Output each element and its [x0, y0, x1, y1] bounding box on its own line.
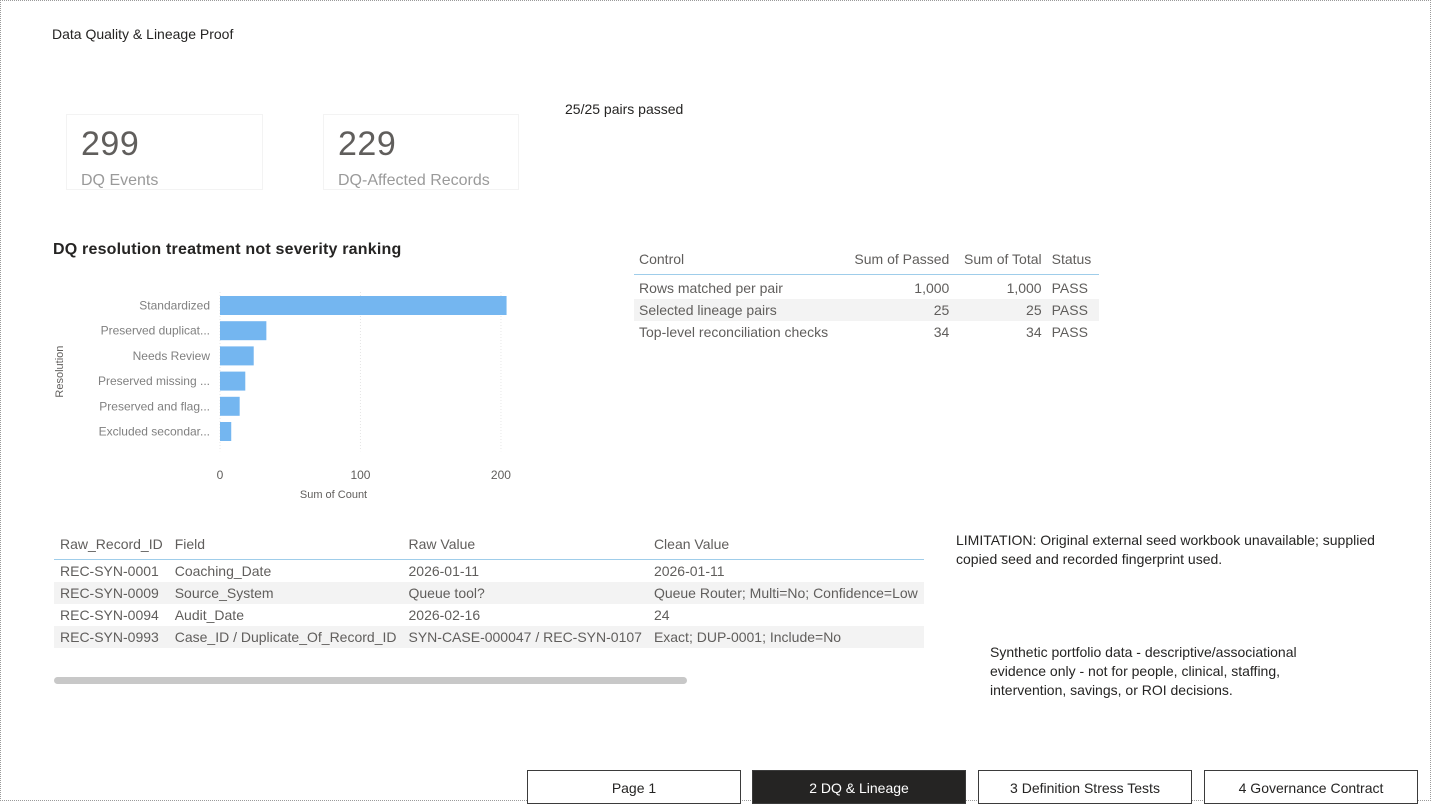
table-row[interactable]: REC-SYN-0993 Case_ID / Duplicate_Of_Reco… — [54, 626, 924, 648]
cell-status: PASS — [1051, 324, 1088, 340]
table-row[interactable]: Selected lineage pairs 25 25 PASS — [634, 299, 1099, 321]
control-table-header: Control Sum of Passed Sum of Total Statu… — [634, 244, 1099, 275]
dq-affected-records-label: DQ-Affected Records — [338, 172, 490, 189]
x-tick-label: 200 — [491, 468, 511, 482]
category-label: Needs Review — [133, 349, 211, 363]
cell-status: PASS — [1051, 280, 1088, 296]
category-label: Standardized — [139, 299, 210, 313]
cell-raw-record-id: REC-SYN-0009 — [60, 585, 159, 601]
page-title: Data Quality & Lineage Proof — [52, 26, 234, 42]
cell-clean-value: Queue Router; Multi=No; Confidence=Low — [653, 585, 918, 601]
x-axis-title: Sum of Count — [300, 489, 367, 501]
cell-raw-value: Queue tool? — [408, 585, 485, 601]
tab-governance-contract[interactable]: 4 Governance Contract — [1204, 770, 1418, 804]
y-axis-title: Resolution — [54, 346, 66, 398]
dq-affected-records-value: 229 — [338, 125, 397, 163]
cell-status: PASS — [1051, 302, 1088, 318]
col-header-raw-record-id[interactable]: Raw_Record_ID — [60, 536, 163, 552]
cell-field: Coaching_Date — [174, 563, 272, 579]
lineage-table[interactable]: Raw_Record_ID Field Raw Value Clean Valu… — [54, 529, 924, 648]
cell-raw-record-id: REC-SYN-0094 — [60, 607, 159, 623]
cell-sum-of-total: 1,000 — [1006, 280, 1042, 296]
bar[interactable] — [220, 346, 254, 366]
control-table[interactable]: Control Sum of Passed Sum of Total Statu… — [634, 244, 1099, 343]
horizontal-scrollbar[interactable] — [54, 677, 687, 684]
col-header-sum-of-passed[interactable]: Sum of Passed — [854, 251, 950, 267]
bar[interactable] — [220, 296, 507, 315]
x-tick-label: 0 — [217, 468, 224, 482]
resolution-bar-chart[interactable]: 0 100 200 Standardized Preserved duplicat...… — [41, 286, 541, 501]
col-header-clean-value[interactable]: Clean Value — [653, 536, 730, 552]
table-row[interactable]: Top-level reconciliation checks 34 34 PA… — [634, 321, 1099, 343]
cell-sum-of-passed: 1,000 — [914, 280, 950, 296]
cell-control: Rows matched per pair — [639, 280, 783, 296]
col-header-raw-value[interactable]: Raw Value — [408, 536, 476, 552]
chart-title: DQ resolution treatment not severity ran… — [53, 241, 402, 258]
table-row[interactable]: REC-SYN-0009 Source_System Queue tool? Q… — [54, 582, 924, 604]
cell-sum-of-passed: 25 — [933, 302, 950, 318]
cell-raw-value: 2026-02-16 — [408, 607, 481, 623]
cell-sum-of-total: 34 — [1026, 324, 1042, 340]
dq-events-label: DQ Events — [81, 172, 159, 189]
col-header-field[interactable]: Field — [174, 536, 206, 552]
table-row[interactable]: REC-SYN-0094 Audit_Date 2026-02-16 24 — [54, 604, 924, 626]
tab-dq-lineage[interactable]: 2 DQ & Lineage — [752, 770, 966, 804]
bar[interactable] — [220, 371, 246, 391]
table-row[interactable]: Rows matched per pair 1,000 1,000 PASS — [634, 275, 1099, 300]
category-label: Preserved duplicat... — [101, 324, 210, 338]
synthetic-data-disclaimer: Synthetic portfolio data - descriptive/a… — [990, 644, 1297, 698]
cell-control: Selected lineage pairs — [639, 302, 777, 318]
cell-raw-record-id: REC-SYN-0001 — [60, 563, 159, 579]
dq-affected-records-card[interactable]: 229 DQ-Affected Records — [323, 114, 519, 190]
pairs-status-text: 25/25 pairs passed — [565, 101, 684, 117]
dq-events-value: 299 — [81, 125, 140, 163]
lineage-table-viewport[interactable]: Raw_Record_ID Field Raw Value Clean Valu… — [54, 529, 924, 648]
tab-page-1[interactable]: Page 1 — [527, 770, 741, 804]
bar[interactable] — [220, 321, 267, 341]
cell-field: Source_System — [174, 585, 274, 601]
col-header-sum-of-total[interactable]: Sum of Total — [964, 251, 1042, 267]
table-row[interactable]: REC-SYN-0001 Coaching_Date 2026-01-11 20… — [54, 560, 924, 583]
cell-clean-value: Exact; DUP-0001; Include=No — [653, 629, 842, 645]
category-label: Preserved and flag... — [99, 399, 210, 413]
limitation-note: LIMITATION: Original external seed workb… — [956, 532, 1375, 567]
cell-clean-value: 2026-01-11 — [653, 563, 725, 579]
cell-raw-record-id: REC-SYN-0993 — [60, 629, 159, 645]
bar[interactable] — [220, 422, 232, 441]
x-tick-label: 100 — [350, 468, 370, 482]
lineage-table-header: Raw_Record_ID Field Raw Value Clean Valu… — [54, 529, 924, 560]
cell-control: Top-level reconciliation checks — [639, 324, 829, 340]
category-label: Preserved missing ... — [98, 374, 210, 388]
cell-field: Case_ID / Duplicate_Of_Record_ID — [174, 629, 397, 645]
cell-sum-of-total: 25 — [1026, 302, 1042, 318]
dq-events-card[interactable]: 299 DQ Events — [66, 114, 263, 190]
col-header-status[interactable]: Status — [1051, 251, 1092, 267]
cell-sum-of-passed: 34 — [933, 324, 950, 340]
tab-definition-stress-tests[interactable]: 3 Definition Stress Tests — [978, 770, 1192, 804]
bar[interactable] — [220, 396, 240, 416]
cell-clean-value: 24 — [653, 607, 670, 623]
cell-field: Audit_Date — [174, 607, 244, 623]
cell-raw-value: SYN-CASE-000047 / REC-SYN-0107 — [408, 629, 642, 645]
col-header-control[interactable]: Control — [639, 251, 685, 267]
cell-raw-value: 2026-01-11 — [408, 563, 480, 579]
category-label: Excluded secondar... — [99, 425, 210, 439]
